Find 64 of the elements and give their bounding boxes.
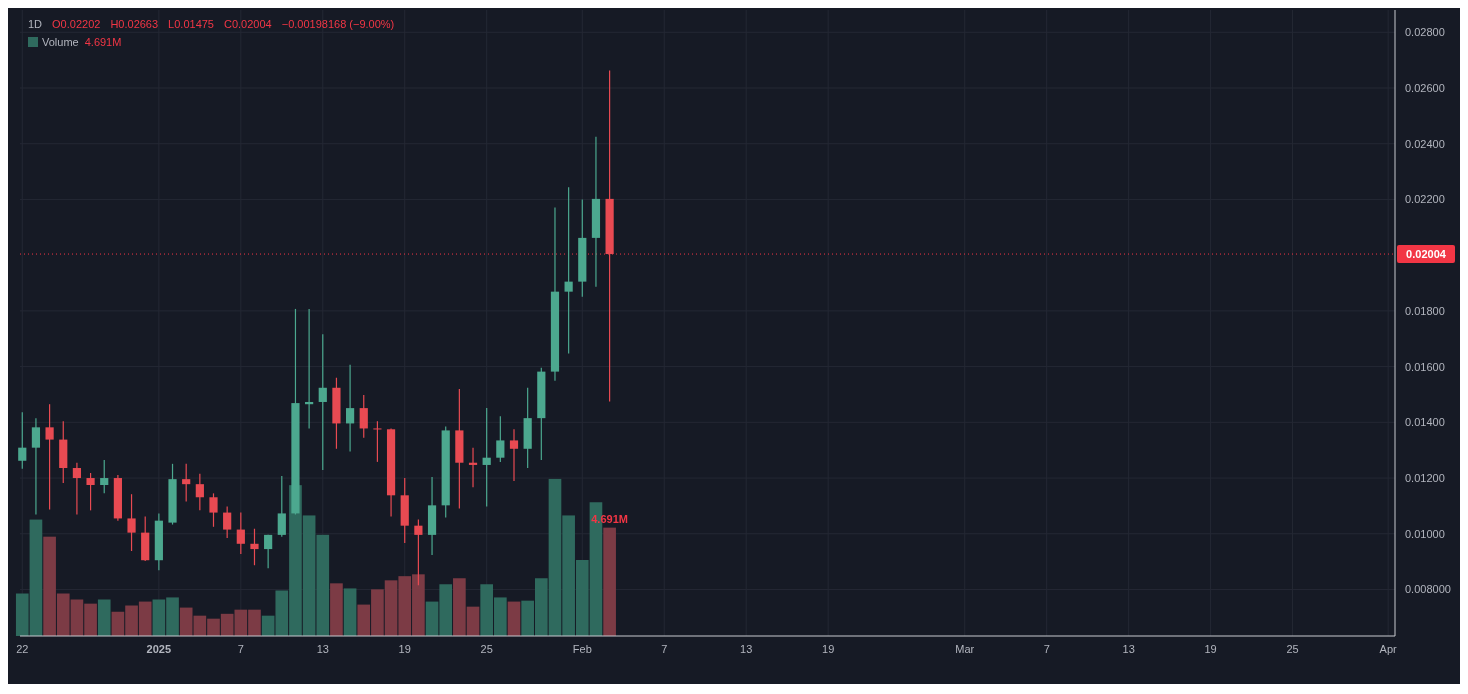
annotation: O0.02202 [52,18,101,30]
candlestick [264,534,273,569]
annotation: L0.01475 [168,18,214,30]
x-tick-label: 7 [1043,643,1050,655]
candlestick [45,403,54,511]
x-tick-label: 2025 [146,643,172,655]
candlestick [250,528,259,566]
candlestick [359,394,368,439]
annotation: −0.00198168 (−9.00%) [281,18,395,30]
y-tick-label: 0.01000 [1405,527,1445,540]
y-tick-label: 0.008000 [1405,583,1451,596]
x-tick-label: 19 [1204,643,1217,655]
x-tick-label: 19 [822,643,835,655]
x-tick-label: 13 [1122,643,1135,655]
candlestick [86,472,95,511]
text: 1D [28,18,43,30]
y-tick-label: 0.01200 [1405,472,1445,485]
x-tick-label: Feb [572,643,592,655]
y-tick-label: 0.02600 [1405,82,1445,95]
candlestick [127,493,136,552]
candlestick [373,420,382,463]
x-tick-label: 7 [661,643,668,655]
candlestick [564,186,573,355]
annotation: H0.02663 [110,18,159,30]
x-tick-label: 19 [398,643,411,655]
bar [507,601,521,636]
y-tick-label: 0.02200 [1405,193,1445,206]
x-tick-label: 13 [740,643,753,655]
candlestick [482,407,491,508]
y-tick-label: 0.01400 [1405,416,1445,429]
ref-line-label: 0.02004 [1406,248,1447,261]
x-tick-label: Apr [1379,643,1398,655]
candlestick [277,475,286,538]
x-tick-label: 13 [316,643,329,655]
candlestick [182,463,191,503]
x-tick-label: 25 [480,643,493,655]
data-label: 4.691M [591,512,628,525]
candlestick [18,411,27,470]
candlestick [345,364,355,453]
candlestick [223,505,232,539]
candlestick [496,415,505,463]
bar [603,527,616,636]
y-tick-label: 0.02800 [1405,26,1445,39]
x-tick-label: 22 [16,643,29,655]
annotation: C0.02004 [224,18,272,30]
candlestick [72,462,82,516]
text: 4.691M [84,36,122,48]
y-tick-label: 0.02400 [1405,137,1445,150]
candlestick [509,428,519,482]
bar [330,583,343,636]
x-tick-label: Mar [955,643,975,655]
x-tick-label: 7 [237,643,244,655]
y-tick-label: 0.01800 [1405,304,1445,317]
y-tick-label: 0.01600 [1405,360,1445,373]
bar [97,599,111,636]
candlestick [100,459,109,494]
candlestick [31,417,41,516]
legend-label: Volume [42,36,79,48]
candlestick [209,492,218,528]
bar [343,588,357,636]
candlestick [236,511,245,555]
x-tick-label: 25 [1286,643,1299,655]
candlestick [318,333,327,471]
candlestick [195,473,204,511]
